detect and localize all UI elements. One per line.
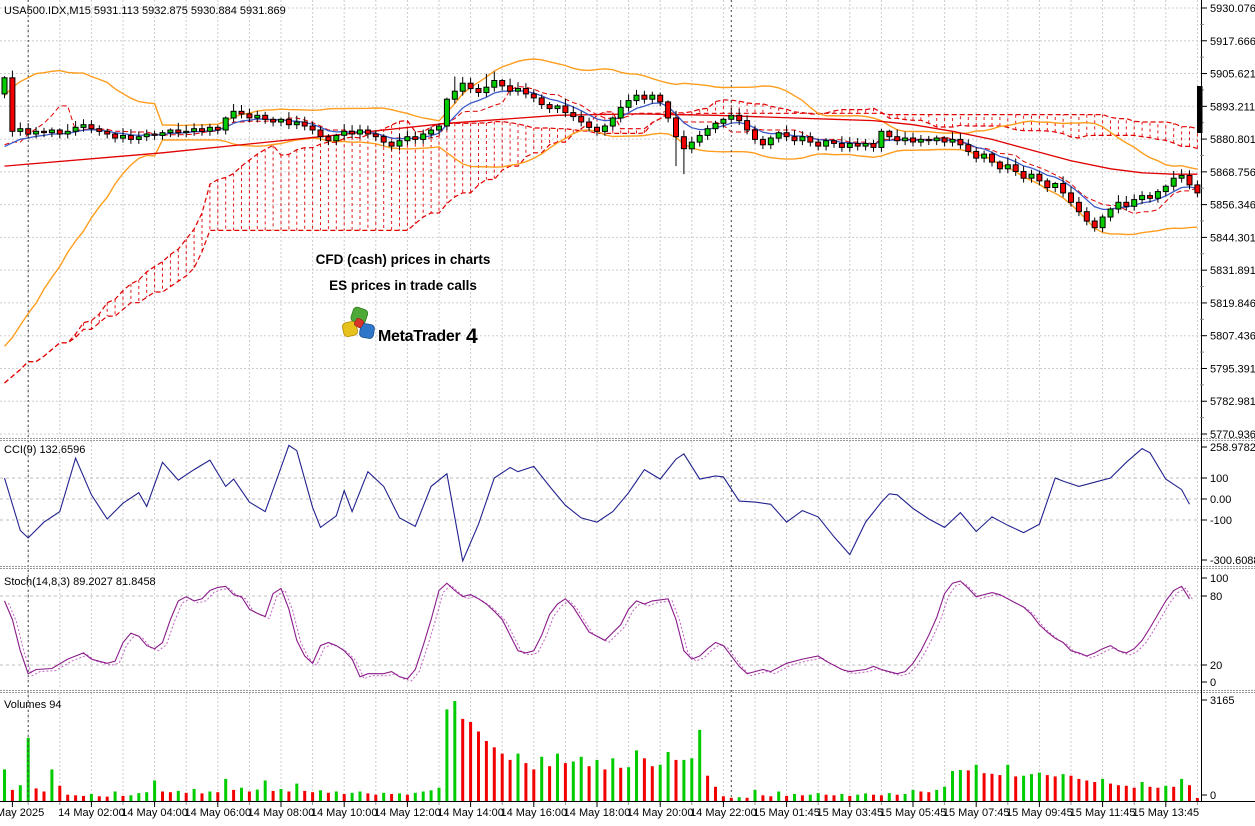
- stoch-axis-label: 80: [1210, 591, 1222, 603]
- stoch-axis-label: 0: [1210, 677, 1216, 689]
- time-axis-label: 15 May 11:45: [1070, 807, 1136, 819]
- main-chart-plot-area[interactable]: [0, 0, 1201, 437]
- cci-axis-label: 0.00: [1210, 494, 1231, 506]
- price-axis-label: 5905.621: [1210, 69, 1255, 81]
- time-axis-label: 15 May 03:45: [816, 807, 883, 819]
- latest-bar-marker: [1197, 86, 1203, 133]
- volume-axis-label: 3165: [1210, 695, 1234, 707]
- time-axis-label: 15 May 09:45: [1006, 807, 1073, 819]
- price-axis-label: 5930.076: [1210, 3, 1255, 15]
- price-axis-label: 5856.346: [1210, 200, 1255, 212]
- day-separators-layer: [27, 0, 732, 801]
- stoch-axis-label: 100: [1210, 573, 1228, 585]
- price-axis-label: 5844.301: [1210, 232, 1255, 244]
- time-axis-label: 14 May 04:00: [121, 807, 188, 819]
- time-axis-label: 14 May 02:00: [58, 807, 125, 819]
- cci-axis-label: 100: [1210, 473, 1228, 485]
- price-axis-label: 5880.801: [1210, 134, 1255, 146]
- time-axis-label: 14 May 14:00: [437, 807, 504, 819]
- cci-layer: [3, 444, 1190, 563]
- time-axis-label: 15 May 07:45: [943, 807, 1010, 819]
- stoch-axis-label: 20: [1210, 660, 1222, 672]
- price-axis-label: 5770.936: [1210, 429, 1255, 441]
- annotation-line-1: CFD (cash) prices in charts: [316, 252, 491, 267]
- time-axis-label: 14 May 22:00: [690, 807, 757, 819]
- price-axis[interactable]: [1202, 0, 1255, 801]
- metatrader-logo-number: 4: [466, 325, 478, 348]
- frame-layer: [0, 0, 1255, 802]
- metatrader-logo-icon: [342, 306, 375, 339]
- time-axis-label: 13 May 2025: [0, 807, 44, 819]
- time-axis-label: 14 May 20:00: [627, 807, 694, 819]
- time-axis-label: 14 May 08:00: [248, 807, 315, 819]
- axis-labels-layer: 5930.076 5917.666 5905.621 5893.211 5880.801…: [0, 3, 1255, 819]
- price-axis-label: 5831.891: [1210, 265, 1255, 277]
- cci-axis-label: -100: [1210, 515, 1232, 527]
- price-axis-label: 5807.436: [1210, 331, 1255, 343]
- price-axis-label: 5782.981: [1210, 396, 1255, 408]
- volumes-panel-label: Volumes 94: [4, 699, 61, 711]
- time-axis-label: 14 May 12:00: [374, 807, 441, 819]
- cci-axis-label: 258.9782: [1210, 442, 1255, 454]
- time-axis-label: 14 May 10:00: [311, 807, 378, 819]
- metatrader-logo: MetaTrader 4: [342, 306, 478, 348]
- stochastic-layer: [3, 580, 1194, 682]
- price-axis-label: 5893.211: [1210, 101, 1255, 113]
- time-axis-label: 15 May 01:45: [753, 807, 820, 819]
- metatrader-logo-text: MetaTrader: [378, 328, 460, 345]
- cci-panel-label: CCI(9) 132.6596: [4, 444, 85, 456]
- time-axis-label: 14 May 16:00: [500, 807, 567, 819]
- price-axis-label: 5917.666: [1210, 36, 1255, 48]
- time-axis-label: 15 May 13:45: [1132, 807, 1199, 819]
- volume-axis-label: 0: [1210, 790, 1216, 802]
- chart-title: USA500.IDX,M15 5931.113 5932.875 5930.88…: [4, 5, 286, 17]
- time-axis-label: 14 May 18:00: [564, 807, 631, 819]
- cci-plot-area[interactable]: [0, 441, 1201, 565]
- time-axis[interactable]: [0, 802, 1255, 826]
- time-axis-label: 14 May 06:00: [184, 807, 251, 819]
- volumes-plot-area[interactable]: [0, 693, 1201, 801]
- price-axis-label: 5819.846: [1210, 298, 1255, 310]
- time-axis-label: 15 May 05:45: [880, 807, 947, 819]
- stoch-panel-label: Stoch(14,8,3) 89.2027 81.8458: [4, 576, 156, 588]
- stoch-plot-area[interactable]: [0, 569, 1201, 689]
- cci-axis-label: -300.6088: [1210, 555, 1255, 567]
- price-axis-label: 5795.391: [1210, 363, 1255, 375]
- price-axis-label: 5868.756: [1210, 167, 1255, 179]
- volumes-layer: [3, 701, 1199, 801]
- annotation-line-2: ES prices in trade calls: [329, 278, 477, 293]
